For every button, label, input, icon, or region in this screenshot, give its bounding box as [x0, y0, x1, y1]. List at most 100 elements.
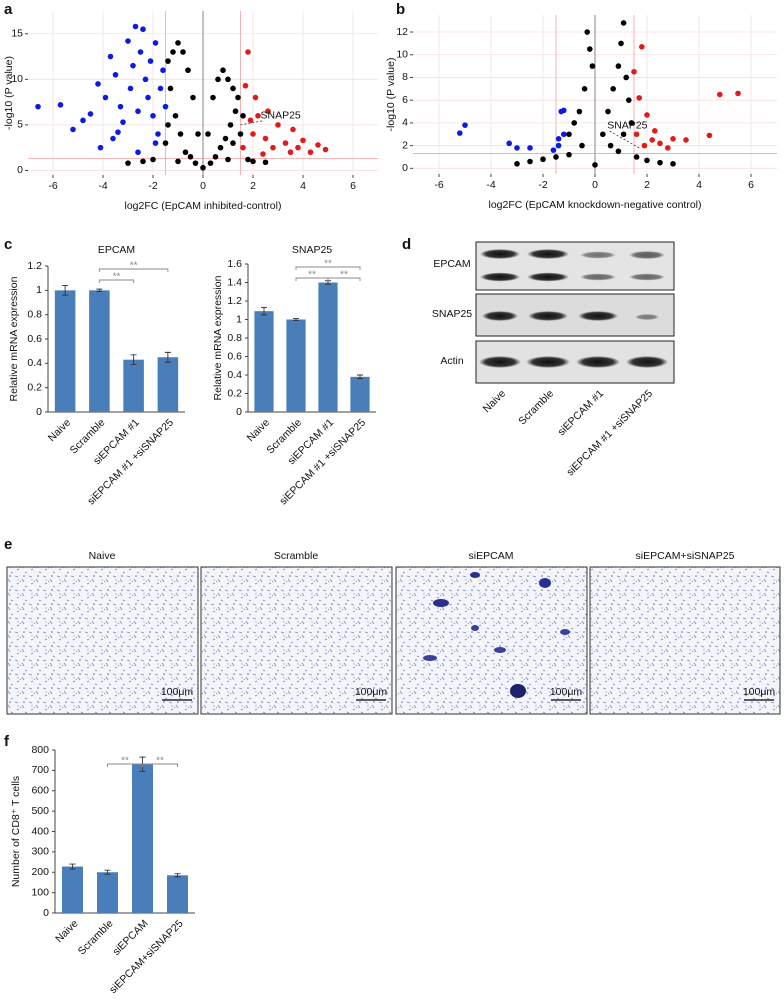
bar	[89, 290, 110, 412]
band	[480, 249, 520, 259]
point	[182, 149, 189, 156]
point	[165, 58, 171, 64]
point	[584, 29, 590, 35]
point	[190, 94, 196, 101]
point	[110, 135, 116, 142]
scale-label: 100μm	[743, 686, 776, 698]
panel-label: b	[396, 1, 405, 18]
point	[95, 81, 101, 87]
cell-cluster	[423, 655, 437, 661]
point	[566, 151, 572, 158]
point	[717, 91, 723, 98]
point	[683, 137, 689, 143]
significance-label: **	[324, 259, 332, 270]
x-tick-label: 4	[696, 179, 702, 191]
band	[580, 273, 616, 281]
point	[152, 40, 159, 46]
band	[626, 356, 668, 368]
point	[670, 160, 676, 167]
point	[600, 131, 606, 138]
image	[589, 566, 781, 715]
point	[252, 94, 259, 101]
point	[250, 158, 256, 165]
y-tick-label: 2	[402, 139, 408, 151]
y-tick-label: 6	[402, 94, 408, 106]
point	[620, 131, 627, 138]
point	[125, 38, 131, 44]
point	[220, 67, 226, 74]
point	[120, 119, 126, 125]
point	[180, 49, 186, 55]
point	[255, 112, 261, 119]
blot-lane-label: siEPCAM #1 +siSNAP25	[564, 387, 655, 478]
point	[649, 137, 655, 143]
point	[735, 90, 741, 97]
image	[395, 566, 588, 715]
y-axis-label: Relative mRNA expression	[212, 275, 224, 400]
point	[192, 160, 199, 166]
y-tick-label: 8	[402, 71, 408, 83]
point	[35, 103, 41, 110]
point	[636, 95, 642, 101]
error-bar	[357, 374, 363, 380]
significance-label: **	[121, 756, 129, 767]
point	[245, 156, 251, 163]
x-tick-label: 6	[748, 179, 754, 191]
x-tick-label: 0	[592, 179, 598, 191]
error-bar	[164, 351, 171, 363]
point	[561, 131, 567, 138]
blot-row-label: SNAP25	[432, 308, 472, 320]
x-tick-label: Naive	[53, 917, 81, 945]
point	[315, 142, 321, 148]
x-tick-label: 2	[250, 180, 256, 192]
point	[240, 112, 246, 119]
image-title: Naive	[89, 550, 116, 562]
point	[207, 160, 214, 166]
blot-row-label: Actin	[440, 355, 464, 367]
y-axis-label: -log10 (P value)	[3, 56, 15, 130]
point	[137, 49, 144, 55]
point	[132, 23, 139, 30]
point	[155, 131, 161, 137]
y-tick-label: 0	[402, 162, 408, 174]
y-tick-label: 0	[17, 164, 23, 176]
point	[230, 140, 236, 146]
point	[145, 94, 151, 101]
point	[142, 76, 149, 83]
y-tick-label: 1.6	[227, 258, 242, 270]
significance-label: **	[156, 756, 164, 767]
point	[555, 135, 562, 142]
micrograph: siEPCAM+siSNAP25 100μm	[589, 550, 781, 715]
image-title: siEPCAM	[469, 550, 514, 562]
point	[140, 26, 146, 33]
point	[265, 108, 271, 115]
point	[242, 82, 249, 89]
cell-cluster	[494, 647, 506, 653]
scale-label: 100μm	[161, 686, 194, 698]
y-tick-label: 0.8	[27, 308, 42, 320]
y-tick-label: 800	[31, 744, 49, 756]
cell-cluster	[433, 599, 449, 607]
point	[457, 130, 463, 136]
cell-cluster	[560, 629, 570, 635]
point	[205, 131, 211, 137]
point	[172, 112, 179, 119]
band	[528, 311, 568, 321]
point	[633, 154, 640, 160]
bar	[62, 866, 83, 913]
band	[635, 314, 659, 320]
point	[57, 102, 64, 108]
point	[626, 97, 632, 103]
point	[287, 149, 294, 156]
point	[665, 145, 671, 151]
point	[555, 142, 562, 149]
scale-label: 100μm	[355, 686, 388, 698]
blot-lane-label: Scramble	[516, 387, 556, 427]
point	[115, 129, 121, 135]
significance-bracket	[327, 277, 361, 281]
point	[566, 131, 572, 138]
blot	[475, 241, 675, 384]
point	[175, 158, 181, 165]
y-tick-label: 500	[31, 805, 49, 817]
point	[514, 145, 520, 151]
